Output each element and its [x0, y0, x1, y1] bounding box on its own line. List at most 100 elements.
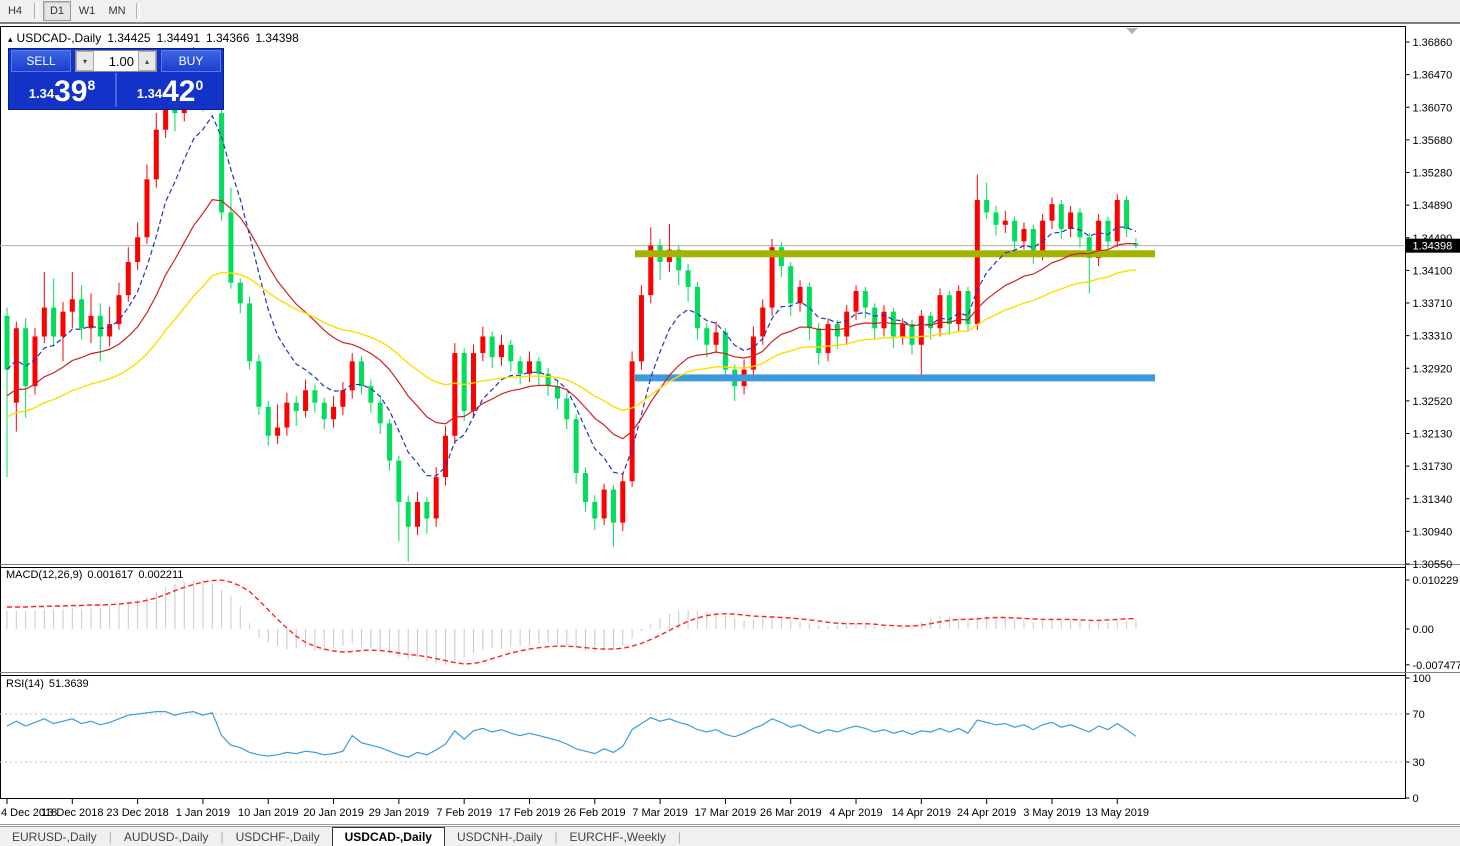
date-axis-label: 13 May 2019	[1085, 807, 1149, 819]
macd-name: MACD(12,26,9)	[6, 569, 83, 581]
timeframe-button-mn[interactable]: MN	[103, 1, 131, 21]
buy-price-display[interactable]: 1.34 42 0	[117, 73, 223, 107]
rsi-line	[6, 710, 1137, 758]
buy-price-big: 42	[162, 75, 196, 108]
candlesticks	[4, 46, 1139, 562]
date-axis-label: 26 Feb 2019	[564, 807, 626, 819]
price-axis-label: 1.35680	[1413, 135, 1453, 147]
buy-price-pip: 0	[195, 77, 204, 93]
price-axis-label: 1.31730	[1413, 461, 1453, 473]
date-axis-label: 20 Jan 2019	[303, 807, 364, 819]
tab-eurusd[interactable]: EURUSD-,Daily	[12, 830, 97, 844]
price-axis-label: 1.35280	[1413, 168, 1453, 180]
date-axis-label: 29 Jan 2019	[369, 807, 430, 819]
tab-separator: |	[554, 830, 558, 844]
timeframe-button-w1[interactable]: W1	[73, 1, 101, 21]
date-axis-label: 23 Dec 2018	[106, 807, 168, 819]
date-axis-label: 17 Feb 2019	[499, 807, 561, 819]
date-axis-label: 17 Mar 2019	[695, 807, 757, 819]
date-axis-label: 1 Jan 2019	[176, 807, 230, 819]
one-click-trade-panel: SELL ▾ 1.00 ▴ BUY 1.34 39 8 1.34 42	[8, 48, 224, 110]
toolbar-separator	[34, 3, 38, 19]
current-price-tag	[1406, 238, 1460, 253]
price-axis-label: 1.36860	[1413, 37, 1453, 49]
macd-label: MACD(12,26,9) 0.001617 0.002211	[6, 569, 188, 581]
date-axis-label: 4 Dec 2018	[1, 807, 57, 819]
date-axis-label: 24 Apr 2019	[957, 807, 1016, 819]
tab-usdcad[interactable]: USDCAD-,Daily	[331, 827, 445, 846]
support-band	[635, 374, 1155, 382]
price-axis-label: 1.34100	[1413, 265, 1453, 277]
rsi-name: RSI(14)	[6, 678, 44, 690]
date-axis-label: 4 Apr 2019	[829, 807, 882, 819]
date-axis-label: 26 Mar 2019	[760, 807, 822, 819]
ohlc-high: 1.34491	[156, 31, 200, 45]
current-price-tag-text: 1.34398	[1413, 241, 1453, 253]
rsi-scale-label: 0	[1413, 793, 1419, 805]
rsi-scale-label: 70	[1413, 709, 1425, 721]
sell-price-pip: 8	[87, 77, 96, 93]
resistance-band	[635, 250, 1155, 258]
timeframe-toolbar: H4 D1 W1 MN	[0, 0, 1460, 23]
price-axis-label: 1.30940	[1413, 526, 1453, 538]
price-axis-label: 1.34890	[1413, 200, 1453, 212]
chart-window: 1.36860 1.36470 1.36070 1.35680 1.35280 1.348…	[0, 22, 1460, 828]
ohlc-open: 1.34425	[107, 31, 151, 45]
tab-separator: |	[677, 830, 682, 844]
rsi-value: 51.3639	[48, 678, 89, 690]
tab-separator: |	[108, 830, 112, 844]
date-axis-label: 7 Mar 2019	[632, 807, 688, 819]
date-axis-label: 14 Apr 2019	[892, 807, 951, 819]
symbol-header: ▴ USDCAD-,Daily 1.34425 1.34491 1.34366 1.343…	[8, 31, 305, 45]
sell-price-prefix: 1.34	[28, 86, 55, 101]
macd-signal-value: 0.002211	[138, 569, 184, 581]
volume-down-button[interactable]: ▾	[76, 51, 94, 71]
macd-value: 0.001617	[87, 569, 134, 581]
scroll-shift-marker	[1126, 28, 1138, 34]
volume-stepper: ▾ 1.00 ▴	[75, 50, 157, 72]
sell-button[interactable]: SELL	[11, 50, 71, 72]
ma-fast-line	[6, 114, 1137, 477]
macd-scale-label: 0.010229	[1413, 575, 1459, 587]
ma-mid-line	[6, 198, 1136, 440]
date-axis-label: 13 Dec 2018	[41, 807, 103, 819]
tab-audusd[interactable]: AUDUSD-,Daily	[123, 830, 209, 844]
macd-scale-label: 0.00	[1413, 624, 1434, 636]
timeframe-button-h4[interactable]: H4	[1, 1, 29, 21]
collapse-arrow-icon[interactable]: ▴	[8, 34, 13, 44]
price-axis-label: 1.33310	[1413, 331, 1453, 343]
toolbar-separator	[136, 3, 140, 19]
volume-up-button[interactable]: ▴	[138, 51, 156, 71]
sell-price-big: 39	[54, 75, 88, 108]
panel-divider	[115, 73, 117, 107]
macd-histogram	[6, 580, 1137, 665]
timeframe-button-d1[interactable]: D1	[43, 1, 71, 21]
chart-canvas[interactable]: 1.368601.364701.360701.356801.352801.348…	[0, 24, 1460, 828]
price-axis-label: 1.32920	[1413, 363, 1453, 375]
buy-button[interactable]: BUY	[161, 50, 221, 72]
tab-separator: |	[220, 830, 224, 844]
ma-slow-line	[6, 269, 1136, 418]
price-axis-label: 1.31340	[1413, 494, 1453, 506]
buy-price-prefix: 1.34	[136, 86, 163, 101]
chart-tabs-bar: EURUSD-,Daily | AUDUSD-,Daily | USDCHF-,…	[0, 826, 1460, 846]
ohlc-low: 1.34366	[206, 31, 250, 45]
price-axis-label: 1.32520	[1413, 396, 1453, 408]
macd-signal-line	[7, 579, 1136, 665]
date-axis-label: 3 May 2019	[1023, 807, 1080, 819]
price-axis-label: 1.36470	[1413, 70, 1453, 82]
rsi-scale-label: 30	[1413, 757, 1425, 769]
tab-usdcnh[interactable]: USDCNH-,Daily	[456, 830, 543, 844]
ohlc-close: 1.34398	[255, 31, 299, 45]
tab-usdchf[interactable]: USDCHF-,Daily	[235, 830, 320, 844]
price-axis-label: 1.33710	[1413, 298, 1453, 310]
tab-eurchf[interactable]: EURCHF-,Weekly	[569, 830, 666, 844]
price-axis-label: 1.32130	[1413, 429, 1453, 441]
symbol-name: USDCAD-,Daily	[16, 31, 102, 45]
volume-value[interactable]: 1.00	[108, 53, 134, 69]
sell-price-display[interactable]: 1.34 39 8	[9, 73, 115, 107]
macd-scale-label: -0.007477	[1413, 660, 1460, 672]
price-axis-label: 1.30550	[1413, 559, 1453, 571]
date-axis-label: 7 Feb 2019	[436, 807, 492, 819]
